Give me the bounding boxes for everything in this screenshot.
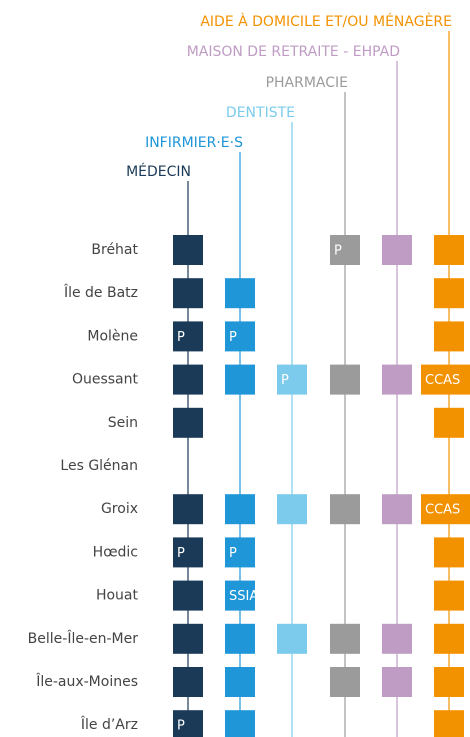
island-name: Île d’Arz [80,715,138,733]
service-note: P [229,330,237,345]
service-note: P [229,546,237,561]
service-square [173,537,203,568]
service-square [173,278,203,309]
service-label: AIDE À DOMICILE ET/OU MÉNAGÈRE [200,13,452,30]
service-square [421,494,470,525]
island-name: Groix [101,501,138,517]
island-name: Belle-Île-en-Mer [28,629,139,647]
island-name: Les Glénan [60,458,138,474]
service-square [382,623,412,654]
service-square [173,364,203,395]
service-square [330,494,360,525]
island-name: Houat [96,588,139,604]
service-square [330,364,360,395]
service-square [225,321,255,352]
service-square [173,580,203,611]
service-square [173,494,203,525]
service-square [382,494,412,525]
service-square [173,321,203,352]
island-name: Bréhat [91,242,138,258]
service-label: PHARMACIE [266,75,348,91]
service-square [225,710,255,737]
island-name: Ouessant [72,372,139,388]
service-note: P [334,244,342,259]
service-square [225,364,255,395]
service-label: MÉDECIN [126,163,191,180]
island-name: Hœdic [93,544,138,560]
service-square [173,667,203,697]
service-square [277,364,307,395]
island-name: Molène [87,328,138,344]
service-note: CCAS [425,503,460,518]
service-square [421,364,470,395]
service-note: P [177,546,185,561]
service-square [434,710,464,737]
island-name: Île de Batz [63,283,138,301]
service-square [434,235,464,265]
service-label: MAISON DE RETRAITE - EHPAD [187,44,400,60]
service-square [225,278,255,309]
service-square [225,580,255,611]
service-square [225,623,255,654]
service-square [225,667,255,697]
service-square [330,667,360,697]
service-square [434,580,464,611]
service-square [277,623,307,654]
service-square [434,407,464,438]
service-square [434,667,464,697]
service-note: CCAS [425,373,460,388]
service-square [173,407,203,438]
service-square [173,623,203,654]
service-label: DENTISTE [226,105,295,121]
service-square [382,364,412,395]
service-note: P [281,373,289,388]
service-square [225,494,255,525]
service-square [173,710,203,737]
service-note: P [177,719,185,734]
service-square [173,235,203,265]
service-square [382,235,412,265]
service-square [225,537,255,568]
service-square [434,278,464,309]
service-square [382,667,412,697]
service-note: P [177,330,185,345]
service-square [277,494,307,525]
service-square [434,537,464,568]
island-name: Sein [108,415,138,431]
service-square [330,235,360,265]
island-name: Île-aux-Moines [35,672,138,690]
service-label: INFIRMIER·E·S [145,135,243,151]
service-square [434,321,464,352]
service-square [330,623,360,654]
service-note: SSIAD [229,589,268,604]
service-square [434,623,464,654]
